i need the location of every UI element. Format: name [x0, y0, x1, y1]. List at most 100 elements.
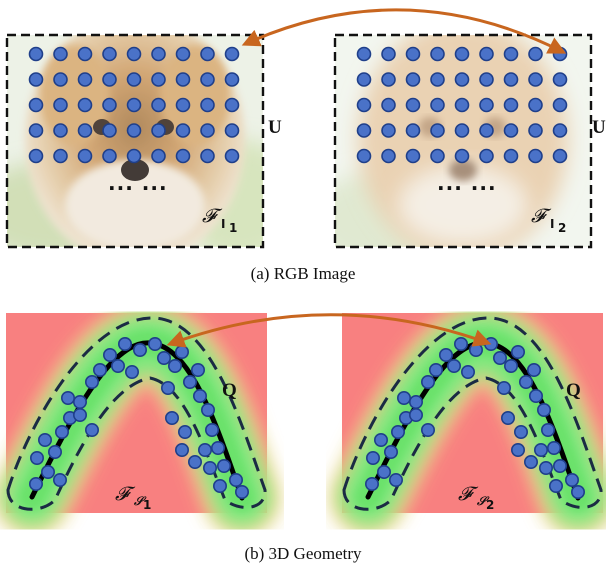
sample-point [157, 350, 172, 365]
sample-point [151, 46, 166, 62]
sample-point [29, 450, 44, 465]
sample-point [53, 148, 68, 164]
sample-point [168, 358, 183, 373]
sample-point [533, 442, 548, 457]
sample-point [200, 72, 215, 87]
sample-point [175, 97, 191, 113]
sample-point [203, 460, 218, 475]
sample-point [468, 342, 483, 357]
sample-point [536, 402, 551, 417]
sample-point [528, 72, 543, 87]
sample-point [540, 422, 555, 437]
sample-point [479, 123, 494, 138]
sample-point [47, 444, 62, 459]
sample-point [546, 440, 561, 455]
sample-point [503, 72, 519, 87]
feature-index: 1 [229, 221, 237, 235]
sample-point [85, 422, 100, 437]
sample-point [102, 123, 117, 138]
band-dashed-outline [342, 316, 603, 511]
sample-point [405, 72, 421, 87]
points-label-q-right: Q [566, 380, 581, 401]
sample-point [356, 148, 372, 164]
sample-point [213, 478, 228, 493]
sample-point [175, 72, 191, 87]
sample-point [211, 440, 226, 455]
sample-point [430, 148, 445, 164]
sample-point [126, 46, 142, 62]
sample-point [102, 72, 117, 87]
sample-point [460, 364, 475, 379]
sample-point [388, 472, 403, 487]
sample-point [183, 374, 198, 389]
feature-index: 2 [486, 498, 494, 512]
sample-point [356, 46, 372, 62]
sample-point [151, 72, 166, 87]
sample-point [405, 148, 421, 164]
sample-point [381, 123, 396, 138]
sample-point [513, 424, 528, 439]
sample-point [200, 123, 215, 138]
sample-point [53, 72, 68, 87]
sample-point [102, 46, 117, 62]
grid-label-u-right: U [592, 117, 606, 138]
sample-point [200, 148, 215, 164]
sample-point [381, 46, 396, 62]
sample-point [126, 148, 142, 164]
sample-point [191, 362, 206, 377]
sample-point [503, 148, 519, 164]
sample-point [161, 380, 176, 395]
sample-point [503, 123, 519, 138]
sample-point [405, 123, 421, 138]
sample-point [454, 123, 470, 138]
sample-point [453, 336, 468, 351]
sample-point [118, 336, 133, 351]
sample-point [224, 123, 240, 138]
sample-point [103, 347, 118, 362]
sample-point [77, 46, 93, 62]
right-ellipsis: ··· ··· [437, 176, 497, 200]
sample-point [77, 123, 93, 138]
sample-point [175, 344, 190, 359]
grid-label-u-left: U [268, 117, 282, 138]
sample-point [528, 388, 543, 403]
sample-point [73, 394, 88, 409]
sample-point [28, 148, 44, 164]
left-point-grid [28, 46, 240, 164]
caption-b: (b) 3D Geometry [244, 544, 362, 563]
sample-point [165, 410, 180, 425]
sample-point [175, 442, 190, 457]
sample-point [518, 374, 533, 389]
sample-point [224, 148, 240, 164]
sample-point [548, 478, 563, 493]
left-image-frame [5, 33, 265, 249]
band-dashed-outline [6, 316, 267, 511]
sample-point [175, 123, 191, 138]
sample-point [365, 450, 380, 465]
sample-point [178, 424, 193, 439]
left-ellipsis: ··· ··· [108, 176, 168, 200]
correspondence-arrow-a [241, 8, 567, 54]
sample-point [133, 342, 148, 357]
sample-point [235, 484, 250, 499]
sample-point [151, 148, 166, 164]
sample-point [381, 72, 396, 87]
sample-point [224, 72, 240, 87]
sample-point [125, 364, 140, 379]
sample-point [479, 97, 494, 113]
sample-point [564, 472, 579, 487]
sample-point [500, 410, 515, 425]
sample-point [552, 148, 568, 164]
sample-point [151, 97, 166, 113]
sample-point [376, 464, 391, 479]
feature-subscript: I [221, 217, 225, 231]
sample-point [373, 432, 388, 447]
sample-point [438, 347, 453, 362]
sample-point [198, 442, 213, 457]
sample-point [528, 148, 543, 164]
sample-point [430, 72, 445, 87]
sample-point [408, 394, 423, 409]
sample-point [356, 123, 372, 138]
sample-point [396, 390, 411, 405]
sample-point [217, 458, 232, 473]
